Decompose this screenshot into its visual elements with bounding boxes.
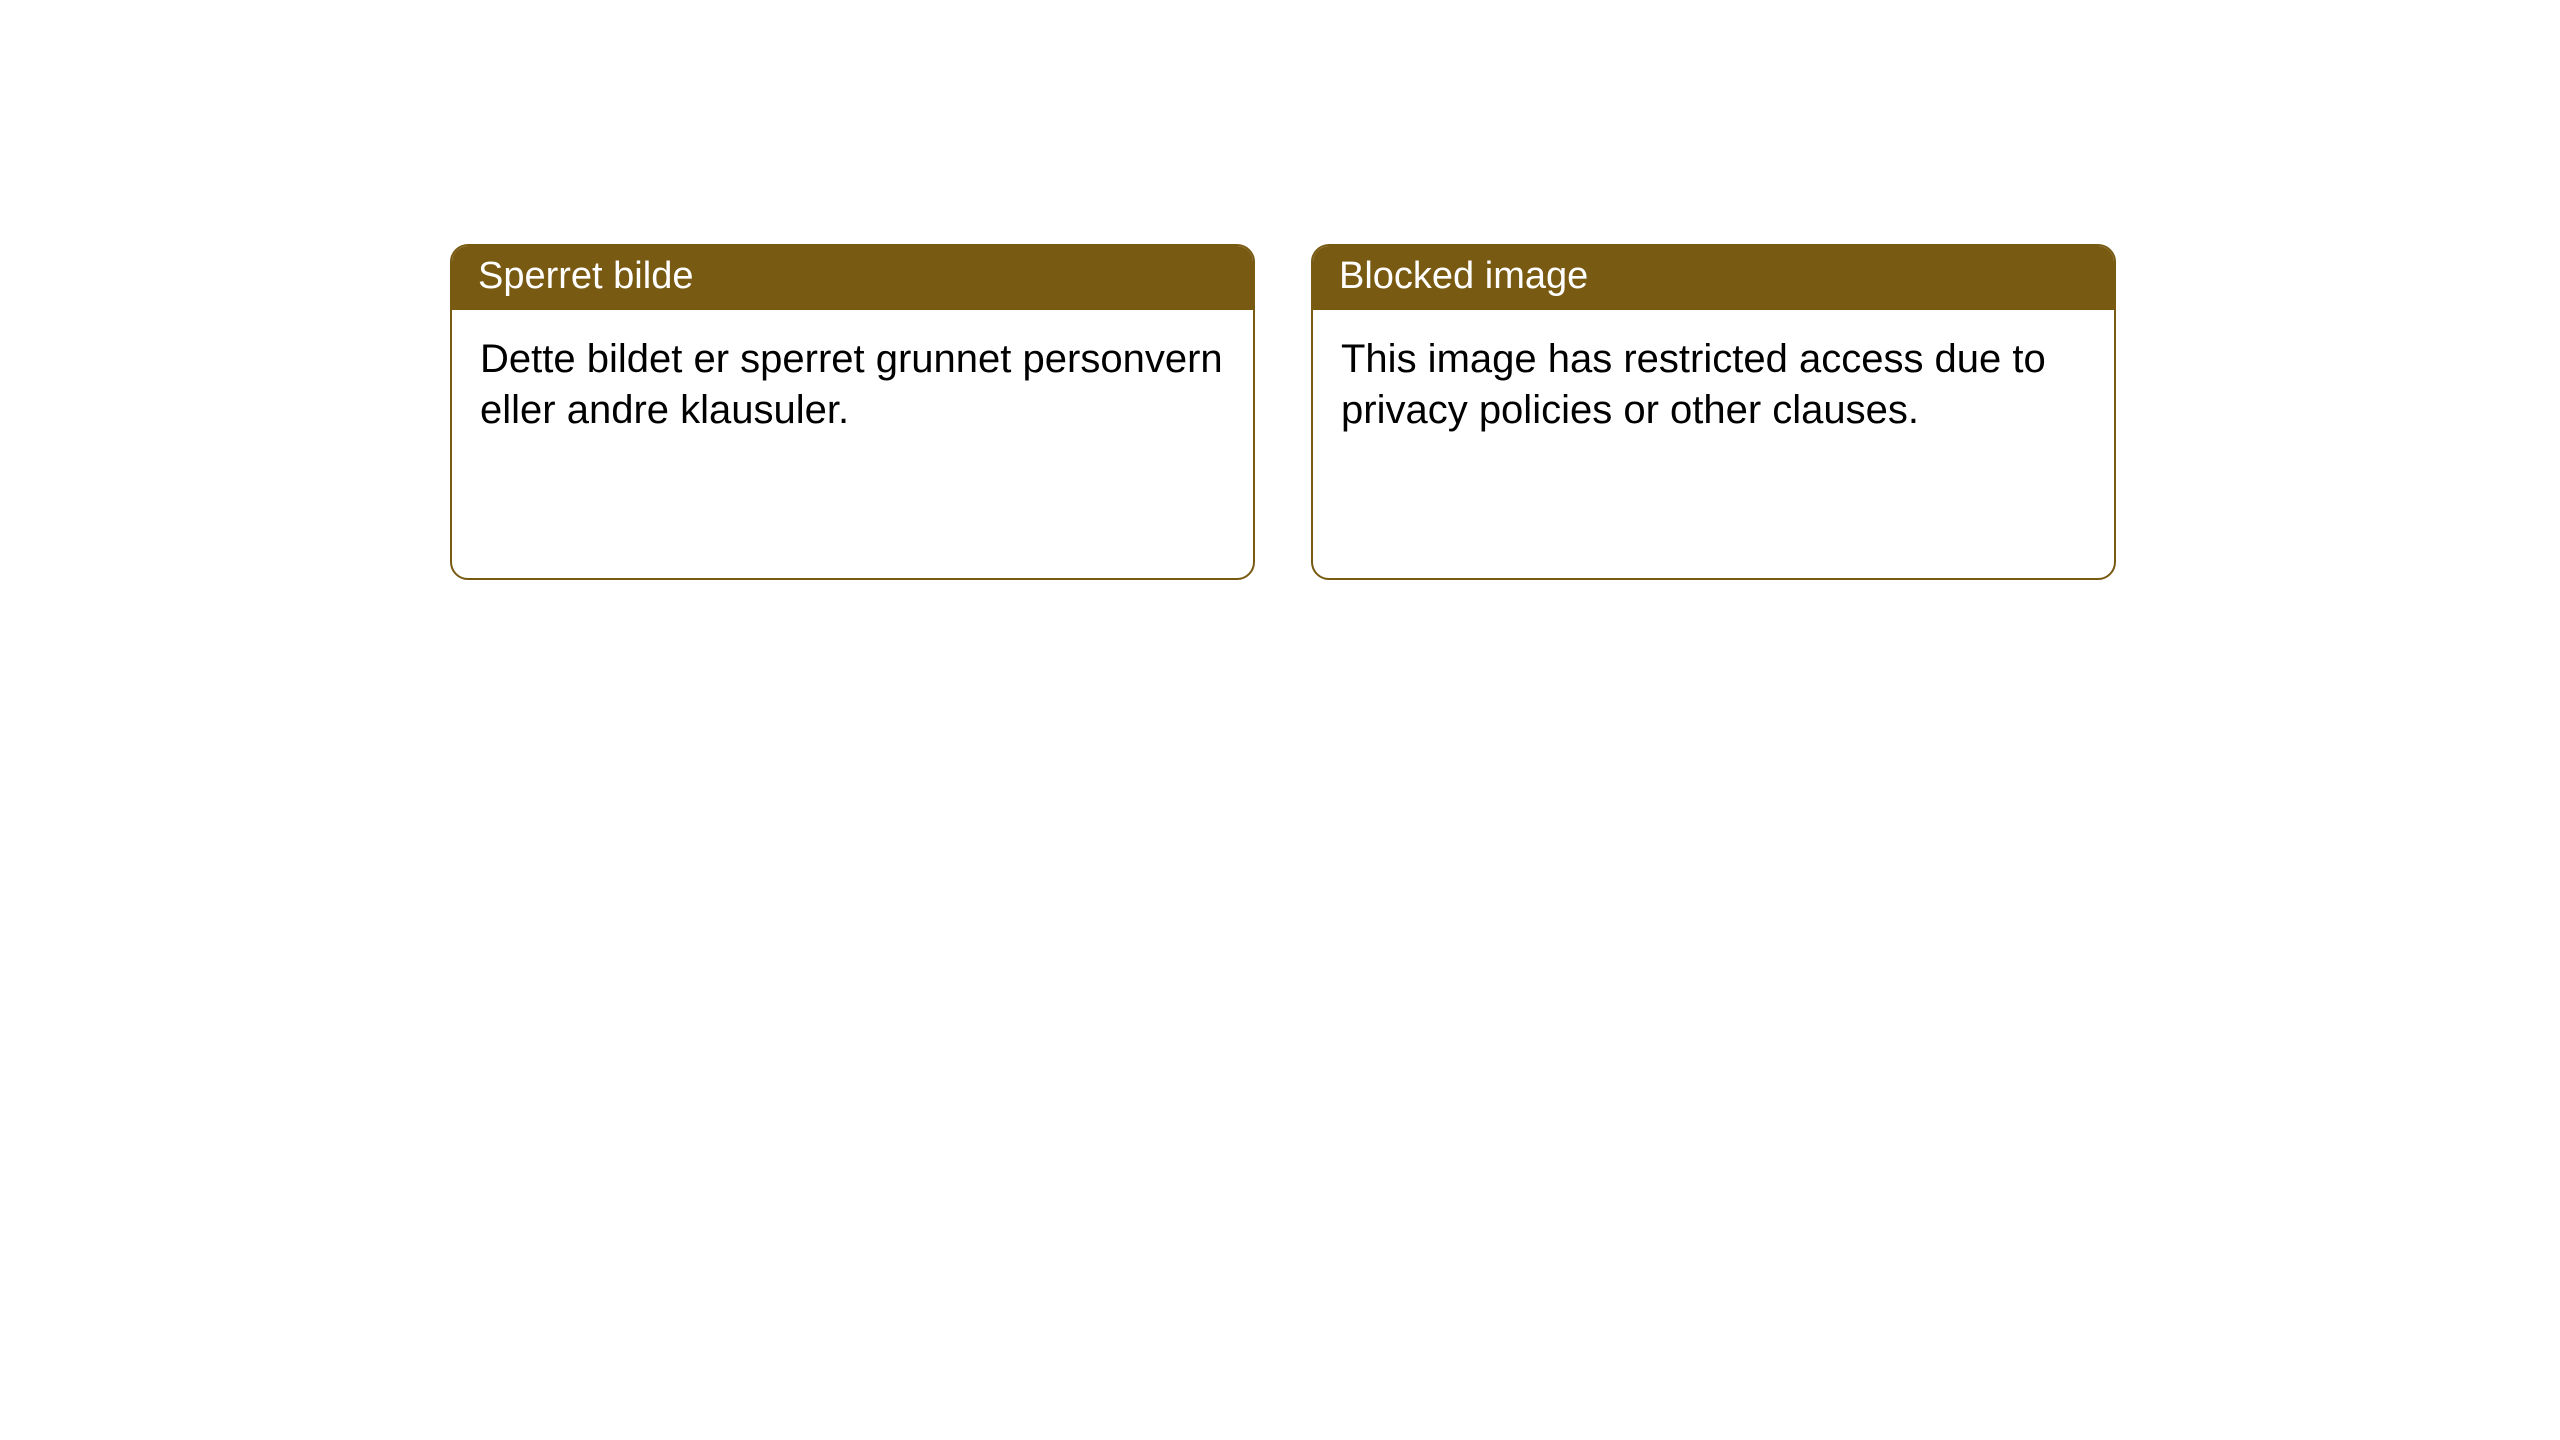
card-title: Sperret bilde	[452, 246, 1253, 310]
notice-container: Sperret bilde Dette bildet er sperret gr…	[450, 244, 2116, 580]
card-title: Blocked image	[1313, 246, 2114, 310]
blocked-image-card-en: Blocked image This image has restricted …	[1311, 244, 2116, 580]
blocked-image-card-nb: Sperret bilde Dette bildet er sperret gr…	[450, 244, 1255, 580]
card-body: Dette bildet er sperret grunnet personve…	[452, 310, 1253, 460]
card-body: This image has restricted access due to …	[1313, 310, 2114, 460]
